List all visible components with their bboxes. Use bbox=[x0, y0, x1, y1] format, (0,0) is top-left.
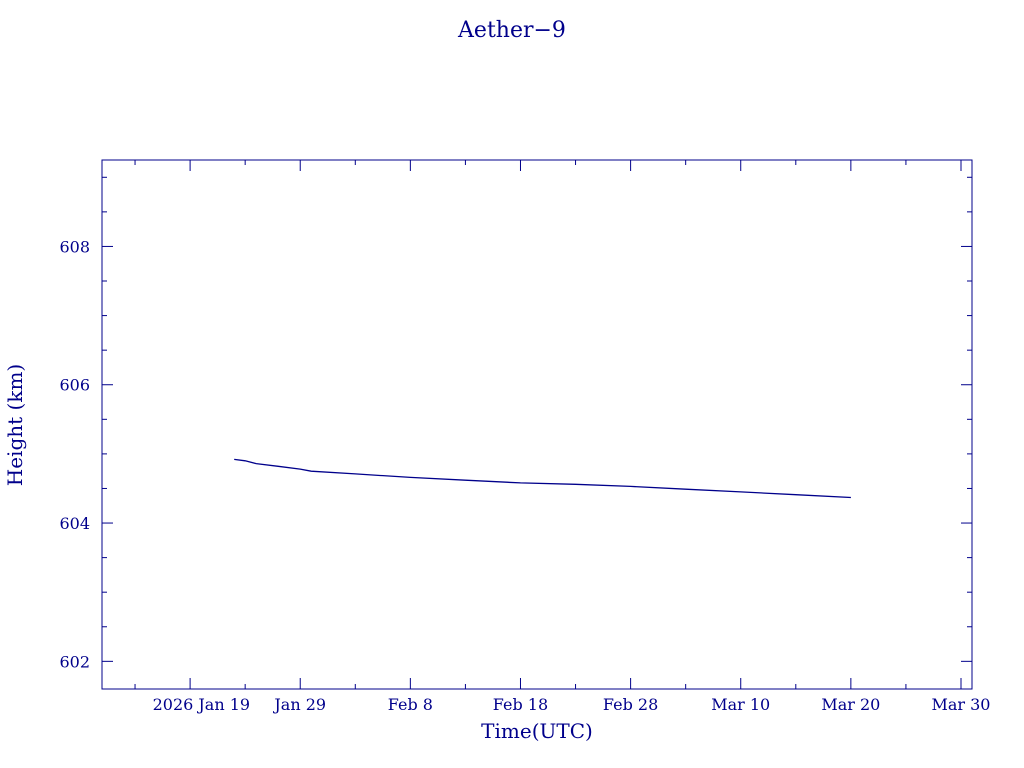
x-tick-label: Feb 28 bbox=[603, 695, 658, 714]
y-axis-tick-labels: 602 604 606 608 bbox=[59, 237, 90, 671]
x-tick-label: Jan 29 bbox=[272, 695, 326, 714]
series-group bbox=[234, 458, 851, 499]
series-line bbox=[234, 458, 851, 499]
x-axis-tick-labels: 2026 Jan 19 Jan 29 Feb 8 Feb 18 Feb 28 Mar 10… bbox=[153, 695, 991, 714]
y-tick-label: 606 bbox=[59, 376, 90, 395]
y-axis-label: Height (km) bbox=[3, 364, 27, 486]
x-tick-label: Mar 20 bbox=[821, 695, 880, 714]
y-tick-label: 608 bbox=[59, 237, 90, 256]
y-tick-label: 602 bbox=[59, 652, 90, 671]
x-tick-label: 2026 Jan 19 bbox=[153, 695, 251, 714]
y-axis-ticks bbox=[102, 176, 972, 662]
x-tick-label: Feb 18 bbox=[493, 695, 548, 714]
x-axis-label: Time(UTC) bbox=[481, 719, 593, 743]
x-tick-label: Feb 8 bbox=[388, 695, 433, 714]
x-axis-ticks bbox=[134, 160, 962, 689]
y-tick-label: 604 bbox=[59, 514, 90, 533]
plot-frame bbox=[101, 159, 973, 690]
x-tick-label: Mar 30 bbox=[931, 695, 990, 714]
x-tick-label: Mar 10 bbox=[711, 695, 770, 714]
chart-title: Aether−9 bbox=[457, 18, 566, 43]
